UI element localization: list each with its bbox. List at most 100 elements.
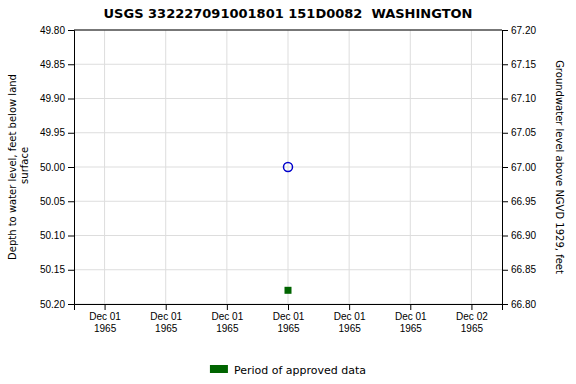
frame-top [74,30,502,31]
x-axis-line [75,305,503,311]
y2-tick-mark [502,236,508,237]
grid-line-x [349,30,350,304]
y2-tick-mark [502,270,508,271]
grid-line-x [471,30,472,304]
x-tick-label-line: 1965 [339,323,362,334]
title: USGS 332227091001801 151D0082 WASHINGTON [104,6,473,21]
y-tick: 50.10 [40,230,74,241]
y2-tick: 66.85 [502,264,536,275]
y-tick: 49.90 [40,93,74,104]
x-tick-label: Dec 011965 [273,311,305,334]
y-axis: 49.80 49.85 49.90 49.95 50.00 50.05 50.10 50.15… [40,25,75,310]
y2-tick-mark [502,304,508,305]
x-tick: Dec 011965 [395,304,427,334]
legend: Period of approved data [210,364,366,377]
y2-tick-label: 67.05 [511,127,536,138]
x-axis: Dec 011965Dec 011965Dec 011965Dec 011965… [75,304,503,334]
y-tick-label: 49.85 [40,59,65,70]
y-axis-line [68,31,75,305]
y-tick-label: 50.20 [40,299,65,310]
y-axis-title-line: surface [19,147,30,187]
grid-line-x [226,30,227,304]
y-tick: 50.05 [40,196,74,207]
grid-line-x [165,30,166,304]
x-tick-label-line: 1965 [94,323,117,334]
y2-axis-title: Groundwater level above NGVD 1929, feet [554,60,565,274]
y2-tick: 66.95 [502,196,536,207]
y-tick: 49.85 [40,59,74,70]
marks [284,163,293,294]
x-tick-label-line: Dec 02 [456,311,488,322]
x-tick-label-line: Dec 01 [395,311,427,322]
y2-tick-label: 67.20 [511,25,536,36]
x-tick-mark [166,304,167,310]
y-tick-mark [68,167,74,168]
x-tick: Dec 011965 [273,304,305,334]
y-tick-mark [68,270,74,271]
y2-tick-mark [502,201,508,202]
x-tick-label-line: Dec 01 [89,311,121,322]
y2-tick-label: 66.95 [511,196,536,207]
y-tick: 49.95 [40,127,74,138]
x-tick-label-line: 1965 [461,323,484,334]
x-tick-label: Dec 011965 [212,311,244,334]
x-tick: Dec 021965 [456,304,488,334]
y2-tick-label: 66.90 [511,230,536,241]
x-tick: Dec 011965 [150,304,182,334]
y-tick-label: 49.90 [40,93,65,104]
y2-tick: 67.05 [502,127,536,138]
y2-tick-label: 67.00 [511,162,536,173]
y2-tick-mark [502,99,508,100]
x-tick-label-line: 1965 [216,323,239,334]
y-tick-mark [68,304,74,305]
x-tick-label: Dec 011965 [89,311,121,334]
x-tick-label: Dec 011965 [150,311,182,334]
legend-swatch [210,365,228,373]
y-axis-title-line: Depth to water level, feet below land [7,74,18,260]
x-tick-label-line: Dec 01 [150,311,182,322]
y2-tick: 67.00 [502,162,536,173]
y-tick: 50.20 [40,299,74,310]
y2-axis-line [503,31,509,305]
y2-axis: 67.20 67.15 67.10 67.05 67.00 66.95 66.90 66.85… [502,25,536,310]
y2-tick-mark [502,30,508,31]
y2-tick: 66.90 [502,230,536,241]
y-tick: 49.80 [40,25,74,36]
y2-tick: 67.20 [502,25,536,36]
y-tick-label: 50.10 [40,230,65,241]
x-tick-label-line: 1965 [400,323,423,334]
y-tick-mark [68,64,74,65]
grid-line-x [288,30,289,304]
x-tick-label: Dec 021965 [456,311,488,334]
y-tick-mark [68,201,74,202]
y2-tick-label: 67.10 [511,93,536,104]
x-tick-label-line: 1965 [155,323,178,334]
point [284,163,293,172]
y-tick: 50.00 [40,162,74,173]
y-tick: 50.15 [40,264,74,275]
y-tick-label: 50.00 [40,162,65,173]
y-tick-mark [68,133,74,134]
chart: Dec 011965Dec 011965Dec 011965Dec 011965… [0,0,576,384]
y2-tick-label: 67.15 [511,59,536,70]
x-tick-mark [227,304,228,310]
y-tick-label: 50.15 [40,264,65,275]
y-tick-label: 49.80 [40,25,65,36]
x-tick-label-line: Dec 01 [212,311,244,322]
grid-line-y [74,30,502,31]
x-tick-mark [288,304,289,310]
y2-tick: 67.10 [502,93,536,104]
grid-line-x [104,30,105,304]
x-tick-label: Dec 011965 [395,311,427,334]
grid [74,30,502,304]
grid-line-x [410,30,411,304]
x-tick: Dec 011965 [89,304,121,334]
y2-tick: 66.80 [502,299,536,310]
plot: Dec 011965Dec 011965Dec 011965Dec 011965… [40,25,536,334]
x-tick-mark [349,304,350,310]
y-tick-label: 50.05 [40,196,65,207]
legend-item: Period of approved data [210,364,366,377]
y-tick-mark [68,236,74,237]
y2-tick-mark [502,64,508,65]
x-tick-label-line: Dec 01 [273,311,305,322]
